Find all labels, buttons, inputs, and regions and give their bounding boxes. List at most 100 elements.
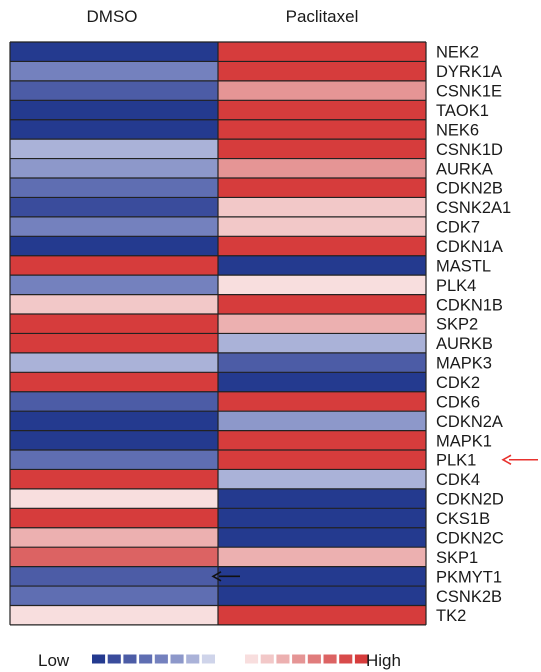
row-label: AURKB bbox=[436, 335, 493, 353]
legend-swatch bbox=[276, 654, 290, 664]
row-label: PKMYT1 bbox=[436, 568, 502, 586]
heatmap-cell bbox=[218, 430, 426, 451]
heatmap-cell bbox=[218, 294, 426, 315]
legend-swatch bbox=[245, 654, 259, 664]
heatmap-cell bbox=[10, 255, 218, 276]
heatmap-cell bbox=[10, 547, 218, 567]
row-label: DYRK1A bbox=[436, 63, 502, 81]
heatmap-cell bbox=[10, 197, 218, 218]
legend-swatch bbox=[339, 654, 353, 664]
heatmap-cell bbox=[218, 352, 426, 373]
heatmap-cell bbox=[218, 547, 426, 567]
heatmap-cell bbox=[10, 275, 218, 295]
row-label: CDK7 bbox=[436, 219, 480, 237]
heatmap-cell bbox=[10, 488, 218, 509]
heatmap-cell bbox=[10, 586, 218, 606]
legend-swatch bbox=[307, 654, 321, 664]
heatmap-cell bbox=[218, 158, 426, 179]
row-label: CKS1B bbox=[436, 510, 490, 528]
heatmap-cell bbox=[218, 566, 426, 587]
heatmap-cell bbox=[10, 216, 218, 237]
legend-high-label: High bbox=[366, 651, 401, 670]
heatmap-cell bbox=[218, 391, 426, 412]
legend-swatch bbox=[201, 654, 215, 664]
legend-swatch bbox=[323, 654, 337, 664]
annotations bbox=[211, 454, 538, 582]
row-label: CDKN2C bbox=[436, 529, 504, 547]
row-label: TK2 bbox=[436, 607, 466, 625]
heatmap-cell bbox=[10, 391, 218, 412]
legend-swatch bbox=[170, 654, 184, 664]
heatmap-cell bbox=[218, 197, 426, 218]
heatmap-cell bbox=[218, 333, 426, 354]
color-legend: Low High bbox=[38, 651, 401, 670]
row-label: CSNK2A1 bbox=[436, 199, 511, 217]
heatmap-cell bbox=[10, 139, 218, 159]
legend-swatch bbox=[292, 654, 306, 664]
heatmap-cell bbox=[10, 333, 218, 354]
heatmap-cell bbox=[10, 605, 218, 626]
heatmap-cell bbox=[218, 80, 426, 101]
heatmap-grid bbox=[9, 41, 427, 626]
row-label: CDKN2D bbox=[436, 491, 504, 509]
row-label: PLK4 bbox=[436, 277, 476, 295]
row-label: NEK6 bbox=[436, 121, 479, 139]
heatmap-cell bbox=[218, 42, 426, 62]
heatmap-cell bbox=[10, 430, 218, 451]
legend-swatch bbox=[260, 654, 274, 664]
row-label: AURKA bbox=[436, 160, 493, 178]
heatmap-cell bbox=[218, 255, 426, 276]
arrow-icon bbox=[211, 571, 222, 582]
heatmap-cell bbox=[10, 352, 218, 373]
heatmap-cell bbox=[218, 605, 426, 626]
heatmap-cells bbox=[10, 42, 426, 626]
row-label: NEK2 bbox=[436, 44, 479, 62]
heatmap-cell bbox=[218, 119, 426, 140]
heatmap-cell bbox=[10, 527, 218, 548]
heatmap-cell bbox=[218, 275, 426, 295]
legend-swatch bbox=[92, 654, 106, 664]
row-label: CDK4 bbox=[436, 471, 480, 489]
heatmap-cell bbox=[10, 100, 218, 121]
row-label: CDKN2B bbox=[436, 180, 503, 198]
row-label: MASTL bbox=[436, 257, 491, 275]
heatmap-cell bbox=[218, 314, 426, 334]
heatmap-cell bbox=[10, 158, 218, 179]
row-label: CDKN1B bbox=[436, 296, 503, 314]
row-label: CDK2 bbox=[436, 374, 480, 392]
heatmap-cell bbox=[218, 236, 426, 257]
heatmap-cell bbox=[218, 178, 426, 198]
legend-low-label: Low bbox=[38, 651, 70, 670]
heatmap-cell bbox=[10, 80, 218, 101]
row-label: CDK6 bbox=[436, 393, 480, 411]
heatmap-cell bbox=[10, 178, 218, 198]
row-label: CSNK1D bbox=[436, 141, 503, 159]
row-label: MAPK1 bbox=[436, 432, 492, 450]
column-header-paclitaxel: Paclitaxel bbox=[286, 7, 359, 26]
heatmap-cell bbox=[10, 469, 218, 490]
heatmap-cell bbox=[218, 508, 426, 529]
column-headers: DMSO Paclitaxel bbox=[87, 7, 359, 26]
heatmap-cell bbox=[218, 469, 426, 490]
heatmap-cell bbox=[218, 139, 426, 159]
row-label: CDKN2A bbox=[436, 413, 503, 431]
heatmap-cell bbox=[218, 216, 426, 237]
legend-swatch bbox=[139, 654, 153, 664]
heatmap-cell bbox=[218, 411, 426, 431]
heatmap-cell bbox=[218, 61, 426, 82]
heatmap-cell bbox=[10, 450, 218, 470]
row-label: PLK1 bbox=[436, 452, 476, 470]
row-label: SKP1 bbox=[436, 549, 478, 567]
heatmap-cell bbox=[218, 100, 426, 121]
row-label: CSNK1E bbox=[436, 83, 502, 101]
heatmap-cell bbox=[10, 236, 218, 257]
heatmap-cell bbox=[10, 508, 218, 529]
heatmap-cell bbox=[218, 450, 426, 470]
heatmap-cell bbox=[10, 61, 218, 82]
heatmap-cell bbox=[10, 566, 218, 587]
row-label: CSNK2B bbox=[436, 588, 502, 606]
heatmap-cell bbox=[10, 411, 218, 431]
arrow-icon bbox=[501, 454, 512, 465]
